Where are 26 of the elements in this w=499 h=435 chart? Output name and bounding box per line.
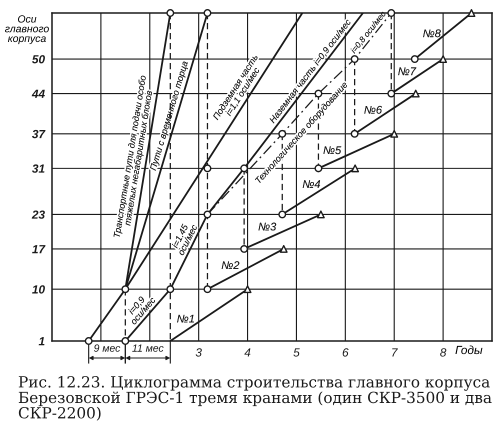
series-label: №6	[364, 106, 382, 114]
y-tick-label: 23	[32, 210, 45, 219]
y-tick-label: 37	[32, 130, 46, 138]
series-label: №8	[423, 29, 441, 38]
text: 9 мес	[94, 344, 120, 352]
y-tick-label: 50	[32, 55, 45, 64]
text: 11 мес	[132, 344, 164, 352]
x-tick-label: 7	[392, 348, 398, 356]
x-tick-label: 8	[440, 348, 446, 357]
x-tick-label: 6	[342, 348, 349, 357]
series-label: №1	[177, 314, 194, 323]
x-tick-label: 4	[244, 348, 250, 356]
y-axis-title: Оси главного корпуса	[4, 15, 49, 44]
series-label: №5	[323, 146, 342, 154]
y-tick-label: 44	[32, 90, 45, 98]
y-tick-label: 31	[32, 164, 44, 173]
text: Рис. 12.23. Циклограмма строительства главного корпуса Березовской ГРЭС-1 тремя кранами (один СКР-3500 и два СКР-2200)	[18, 376, 492, 421]
series-label: №3	[258, 222, 276, 231]
x-tick-label: 5	[293, 348, 300, 357]
y-tick-label: 10	[32, 285, 45, 294]
x-axis-title: Годы	[455, 345, 482, 354]
y-tick-label: 17	[32, 245, 46, 254]
series-label: №2	[222, 261, 240, 269]
y-tick-label: 1	[38, 337, 44, 346]
series-label: №7	[398, 67, 416, 76]
x-tick-label: 3	[196, 348, 202, 357]
